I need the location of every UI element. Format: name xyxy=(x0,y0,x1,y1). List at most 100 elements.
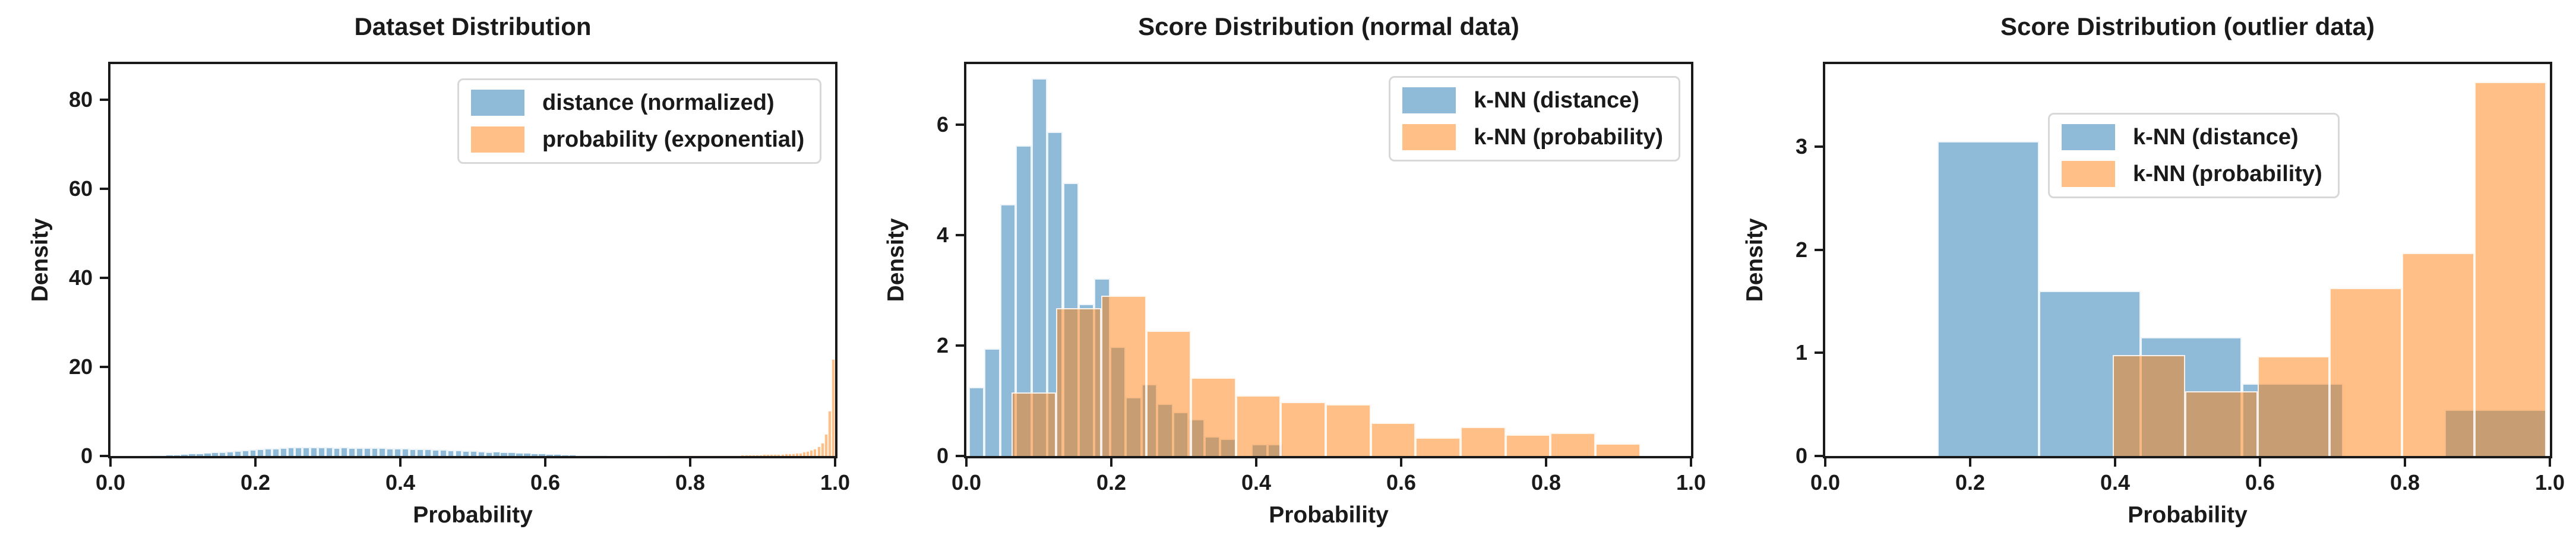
histogram-bar-s0 xyxy=(157,455,166,456)
histogram-bar-s1 xyxy=(1370,423,1416,456)
histogram-bar-s1 xyxy=(1011,392,1057,456)
x-tick-mark xyxy=(109,458,112,467)
subplot-3-title: Score Distribution (outlier data) xyxy=(2000,12,2375,40)
histogram-bar-s1 xyxy=(1326,404,1371,456)
x-tick-mark xyxy=(965,458,968,467)
histogram-bar-s0 xyxy=(325,447,333,456)
histogram-bar-s0 xyxy=(386,448,394,456)
histogram-bar-s0 xyxy=(333,447,341,456)
histogram-bar-s0 xyxy=(150,455,158,456)
x-tick-label: 1.0 xyxy=(2534,470,2565,495)
x-tick-mark xyxy=(2114,458,2116,467)
histogram-bar-s0 xyxy=(1937,141,2039,456)
y-axis-label: Density xyxy=(883,218,909,302)
legend-label: distance (normalized) xyxy=(542,90,775,115)
histogram-bar-s0 xyxy=(340,447,349,456)
histogram-bar-s0 xyxy=(485,451,493,456)
histogram-bar-s1 xyxy=(802,452,807,456)
histogram-bar-s1 xyxy=(719,455,723,456)
histogram-bar-s1 xyxy=(2113,354,2185,456)
histogram-bar-s1 xyxy=(824,434,828,456)
histogram-bar-s0 xyxy=(546,454,554,456)
histogram-bar-s0 xyxy=(371,447,379,456)
x-tick-mark xyxy=(1400,458,1402,467)
y-tick-label: 2 xyxy=(936,333,949,358)
histogram-bar-s1 xyxy=(827,410,832,456)
legend-box: k-NN (distance) k-NN (probability) xyxy=(1389,76,1680,161)
histogram-bar-s1 xyxy=(799,452,803,456)
histogram-bar-s0 xyxy=(538,454,546,456)
legend-item: k-NN (distance) xyxy=(2062,124,2322,150)
histogram-bar-s1 xyxy=(820,442,824,456)
histogram-bar-s0 xyxy=(211,452,219,456)
legend-swatch-icon xyxy=(1402,124,1456,150)
histogram-bar-s0 xyxy=(287,447,295,456)
histogram-bar-s0 xyxy=(470,451,478,456)
histogram-bar-s0 xyxy=(492,452,501,456)
histogram-bar-s0 xyxy=(219,451,227,456)
histogram-bar-s1 xyxy=(682,455,687,456)
histogram-bar-s1 xyxy=(817,446,821,456)
x-tick-mark xyxy=(2404,458,2406,467)
histogram-bar-s1 xyxy=(1415,438,1461,456)
histogram-bar-s1 xyxy=(708,455,712,456)
histogram-bar-s0 xyxy=(477,451,485,456)
y-tick-mark xyxy=(100,366,108,368)
histogram-bar-s1 xyxy=(758,454,763,456)
x-tick-label: 0.2 xyxy=(240,470,271,495)
histogram-bar-s0 xyxy=(523,453,531,456)
x-tick-mark xyxy=(1969,458,1971,467)
histogram-bar-s0 xyxy=(984,348,1000,456)
histogram-bar-s0 xyxy=(500,452,508,456)
legend-box: k-NN (distance) k-NN (probability) xyxy=(2048,113,2340,198)
histogram-bar-s0 xyxy=(508,452,516,456)
histogram-bar-s1 xyxy=(2401,252,2474,456)
x-tick-mark xyxy=(254,458,257,467)
x-tick-mark xyxy=(544,458,546,467)
x-tick-label: 0.6 xyxy=(2245,470,2275,495)
histogram-bar-s1 xyxy=(701,455,705,456)
histogram-bar-s1 xyxy=(686,455,690,456)
x-axis-label: Probability xyxy=(1269,502,1389,528)
y-axis-label: Density xyxy=(27,218,53,302)
histogram-bar-s1 xyxy=(831,359,835,456)
legend-item: k-NN (probability) xyxy=(1402,124,1663,150)
x-tick-label: 0.0 xyxy=(1810,470,1841,495)
histogram-bar-s0 xyxy=(424,449,432,456)
histogram-bar-s0 xyxy=(355,447,364,456)
y-tick-label: 0 xyxy=(1795,444,1807,468)
histogram-bar-s0 xyxy=(348,447,356,456)
histogram-bar-s1 xyxy=(726,455,731,456)
subplot-2-title: Score Distribution (normal data) xyxy=(1138,12,1519,40)
histogram-bar-s1 xyxy=(2474,81,2547,456)
histogram-bar-s0 xyxy=(317,447,325,456)
histogram-bar-s1 xyxy=(795,453,799,456)
histogram-bar-s1 xyxy=(763,454,767,456)
histogram-bar-s1 xyxy=(1191,378,1236,456)
histogram-bar-s0 xyxy=(165,455,173,456)
legend-swatch-icon xyxy=(471,126,524,153)
histogram-bar-s0 xyxy=(302,447,311,456)
y-tick-mark xyxy=(956,123,964,126)
histogram-bar-s0 xyxy=(272,448,280,456)
histogram-bar-s1 xyxy=(694,455,698,456)
x-tick-label: 1.0 xyxy=(820,470,851,495)
histogram-bar-s1 xyxy=(675,455,679,456)
histogram-bar-s1 xyxy=(780,454,785,456)
histogram-bar-s1 xyxy=(722,455,726,456)
histogram-bar-s0 xyxy=(561,454,569,456)
x-axis-label: Probability xyxy=(2128,502,2248,528)
histogram-bar-s1 xyxy=(1101,296,1146,456)
y-tick-mark xyxy=(956,455,964,457)
x-tick-mark xyxy=(1690,458,1692,467)
x-tick-label: 0.0 xyxy=(951,470,982,495)
x-tick-label: 0.8 xyxy=(675,470,706,495)
histogram-bar-s1 xyxy=(766,454,770,456)
histogram-bar-s1 xyxy=(1235,395,1281,456)
legend-label: k-NN (distance) xyxy=(1474,87,1639,113)
bars-layer xyxy=(110,64,835,456)
y-tick-mark xyxy=(956,344,964,347)
legend-swatch-icon xyxy=(1402,87,1456,113)
legend-box: distance (normalized) probability (expone… xyxy=(457,78,822,164)
histogram-bar-s1 xyxy=(715,455,719,456)
